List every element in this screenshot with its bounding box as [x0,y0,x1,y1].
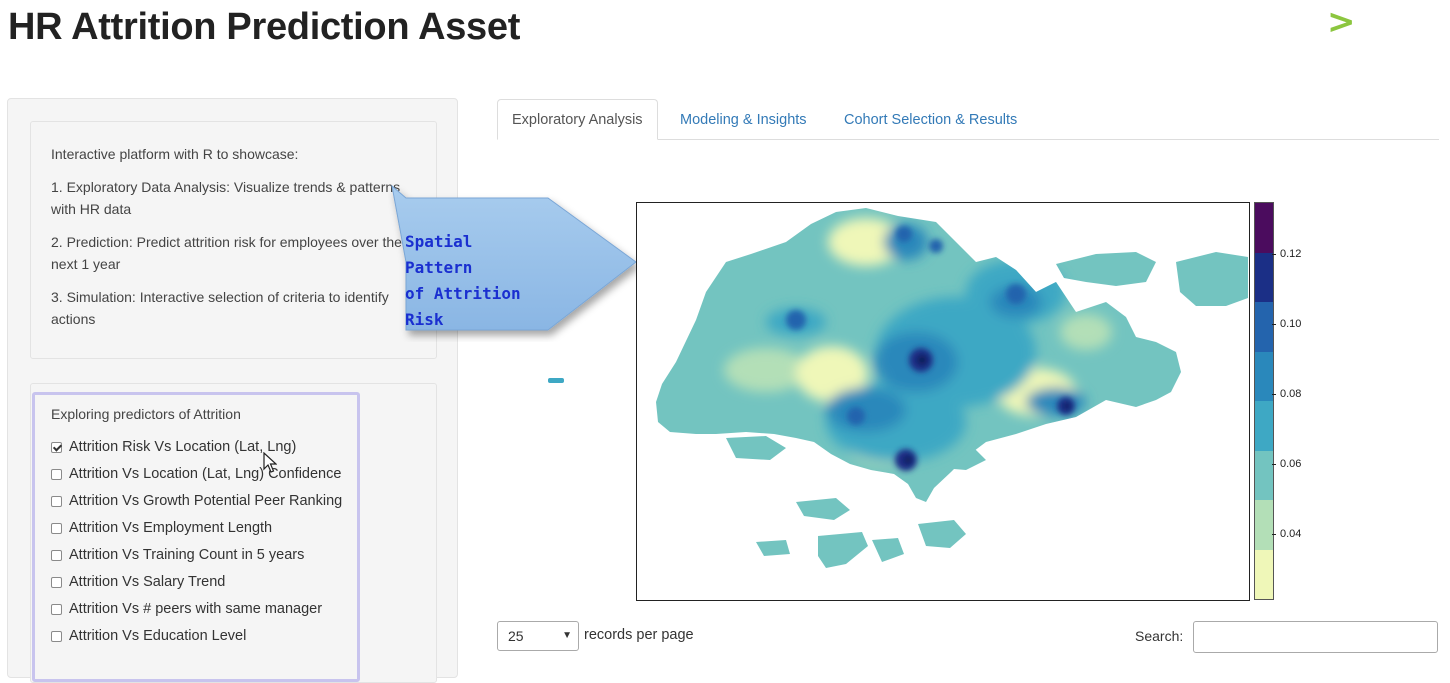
chevron-down-icon: ▼ [562,630,572,641]
tab-exploratory-analysis[interactable]: Exploratory Analysis [497,99,658,140]
predictor-option[interactable]: Attrition Vs Training Count in 5 years [51,545,304,565]
legend-color-step [1255,401,1273,451]
legend-color-step [1255,500,1273,550]
predictor-option[interactable]: Attrition Vs # peers with same manager [51,599,322,619]
map-offshore-island [548,378,564,383]
callout-line: Risk [405,310,444,329]
legend-color-step [1255,252,1273,303]
legend-tick-label: 0.08 [1271,388,1301,400]
legend-color-step [1255,302,1273,352]
predictors-heading: Exploring predictors of Attrition [51,406,241,422]
page-title: HR Attrition Prediction Asset [8,6,521,48]
predictor-checkbox[interactable] [51,630,62,642]
legend-tick-label: 0.10 [1271,318,1301,330]
callout-line: of Attrition [405,284,521,303]
legend-color-step [1255,450,1273,501]
intro-item-eda: 1. Exploratory Data Analysis: Visualize … [51,179,401,217]
sidebar-panel: Interactive platform with R to showcase:… [7,98,458,683]
predictor-option[interactable]: Attrition Vs Employment Length [51,518,272,538]
predictor-checkbox[interactable] [51,495,62,507]
search-label: Search: [1135,628,1184,644]
predictor-checkbox[interactable] [51,576,62,588]
intro-item-simulation: 3. Simulation: Interactive selection of … [51,289,389,327]
callout-line: Spatial Pattern [405,232,473,277]
predictor-option[interactable]: Attrition Vs Growth Potential Peer Ranki… [51,491,342,511]
predictor-option-label: Attrition Vs # peers with same manager [69,601,323,617]
predictors-panel: Exploring predictors of Attrition Attrit… [30,383,437,683]
callout-arrow-shape [391,184,637,331]
logo-chevron-icon: > [1327,2,1356,42]
records-per-page-label: records per page [584,627,694,643]
records-per-page-value: 25 [508,628,524,644]
map-legend-colorbar [1254,202,1274,600]
legend-tick-label: 0.06 [1271,458,1301,470]
predictor-checkbox[interactable] [51,468,62,480]
legend-tick-label: 0.04 [1271,528,1301,540]
predictor-checkbox[interactable] [51,441,62,453]
predictor-option-label: Attrition Vs Employment Length [69,520,273,536]
tab-cohort-selection[interactable]: Cohort Selection & Results [844,111,1018,128]
predictor-option-label: Attrition Vs Education Level [69,628,247,644]
predictor-option-label: Attrition Risk Vs Location (Lat, Lng) [69,439,297,455]
predictor-option[interactable]: Attrition Vs Salary Trend [51,572,225,592]
predictor-option[interactable]: Attrition Risk Vs Location (Lat, Lng) [51,437,296,457]
predictor-option-label: Attrition Vs Training Count in 5 years [69,547,305,563]
attrition-risk-map [636,202,1250,602]
predictor-checkbox[interactable] [51,522,62,534]
legend-color-step [1255,203,1273,253]
legend-color-step [1255,549,1273,599]
intro-panel: Interactive platform with R to showcase:… [30,121,437,359]
predictor-checkbox[interactable] [51,603,62,615]
intro-item-prediction: 2. Prediction: Predict attrition risk fo… [51,234,402,272]
legend-tick-label: 0.12 [1271,248,1301,260]
predictor-option[interactable]: Attrition Vs Education Level [51,626,246,646]
intro-heading: Interactive platform with R to showcase: [51,146,299,162]
tab-modeling-insights[interactable]: Modeling & Insights [680,111,807,128]
tabs-divider [497,139,1439,140]
mouse-cursor-icon [263,452,277,473]
callout-text: Spatial Pattern of Attrition Risk [405,229,545,333]
predictor-checkbox[interactable] [51,549,62,561]
legend-color-step [1255,351,1273,402]
predictor-option-label: Attrition Vs Growth Potential Peer Ranki… [69,493,343,509]
records-per-page-select[interactable]: 25 ▼ [497,621,579,651]
search-input[interactable] [1193,621,1438,653]
predictor-option-label: Attrition Vs Salary Trend [69,574,226,590]
predictor-option[interactable]: Attrition Vs Location (Lat, Lng) Confide… [51,464,341,484]
predictor-option-label: Attrition Vs Location (Lat, Lng) Confide… [69,466,342,482]
